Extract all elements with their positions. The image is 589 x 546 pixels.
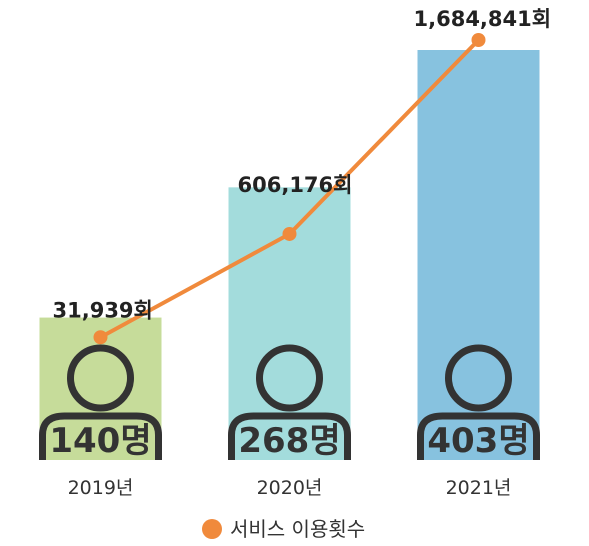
person-icon-head: [256, 344, 323, 412]
person-icon-head: [445, 344, 512, 412]
legend-marker: [202, 519, 222, 539]
person-icon-body: [39, 412, 162, 460]
legend-label: 서비스 이용횟수: [230, 517, 365, 541]
person-icon-body: [228, 412, 351, 460]
person-icon: [228, 344, 351, 460]
bar-value-label: 268명: [238, 421, 340, 461]
line-value-label: 31,939회: [53, 298, 153, 322]
legend: 서비스 이용횟수: [202, 517, 365, 541]
bar-value-label: 403명: [427, 421, 529, 461]
line-value-label: 606,176회: [238, 173, 353, 197]
line-point-2: [471, 33, 486, 47]
x-tick-label: 2019년: [68, 477, 134, 499]
line-point-1: [282, 226, 297, 241]
person-icon: [39, 344, 162, 460]
bar-value-label: 140명: [49, 421, 151, 461]
line-point-0: [93, 330, 108, 345]
person-icon: [417, 344, 540, 460]
x-tick-label: 2021년: [446, 477, 512, 499]
person-icon-head: [67, 344, 134, 412]
line-value-label: 1,684,841회: [414, 7, 552, 31]
person-icon-body: [417, 412, 540, 460]
x-tick-label: 2020년: [257, 477, 323, 499]
bar-2: [417, 50, 540, 460]
